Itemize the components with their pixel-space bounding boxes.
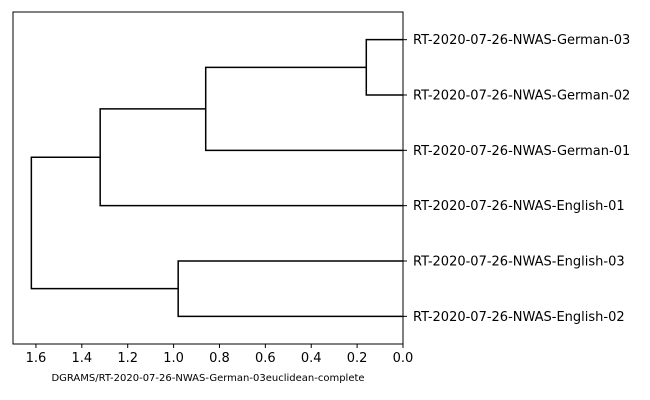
dendrogram-link: [177, 260, 403, 318]
dendrogram-link: [365, 38, 403, 96]
x-axis-ticks: 1.6 1.4 1.2 1.0 0.8 0.6 0.4 0.2 0.0: [26, 344, 414, 366]
leaf-label: RT-2020-07-26-NWAS-English-01: [413, 199, 625, 214]
leaf-label: RT-2020-07-26-NWAS-English-03: [413, 255, 625, 270]
x-tick-label: 0.4: [301, 351, 322, 366]
leaf-label: RT-2020-07-26-NWAS-German-01: [413, 144, 630, 159]
leaf-labels: RT-2020-07-26-NWAS-German-03 RT-2020-07-2…: [403, 33, 630, 325]
x-tick-label: 0.6: [255, 351, 276, 366]
x-tick-label: 0.8: [209, 351, 230, 366]
leaf-label: RT-2020-07-26-NWAS-German-02: [413, 89, 630, 104]
leaf-label: RT-2020-07-26-NWAS-English-02: [413, 310, 625, 325]
dendrogram-links: [30, 38, 403, 318]
x-tick-label: 1.0: [163, 351, 184, 366]
leaf-label: RT-2020-07-26-NWAS-German-03: [413, 33, 630, 48]
x-tick-label: 0.2: [347, 351, 368, 366]
plot-frame: [12, 11, 404, 345]
dendrogram-link: [99, 108, 403, 207]
x-tick-label: 1.2: [117, 351, 138, 366]
x-axis-label: DGRAMS/RT-2020-07-26-NWAS-German-03eucli…: [51, 373, 364, 384]
dendrogram-link: [30, 156, 179, 290]
dendrogram-link: [204, 66, 403, 152]
x-tick-label: 1.6: [26, 351, 47, 366]
x-tick-label: 0.0: [393, 351, 414, 366]
x-tick-label: 1.4: [71, 351, 92, 366]
